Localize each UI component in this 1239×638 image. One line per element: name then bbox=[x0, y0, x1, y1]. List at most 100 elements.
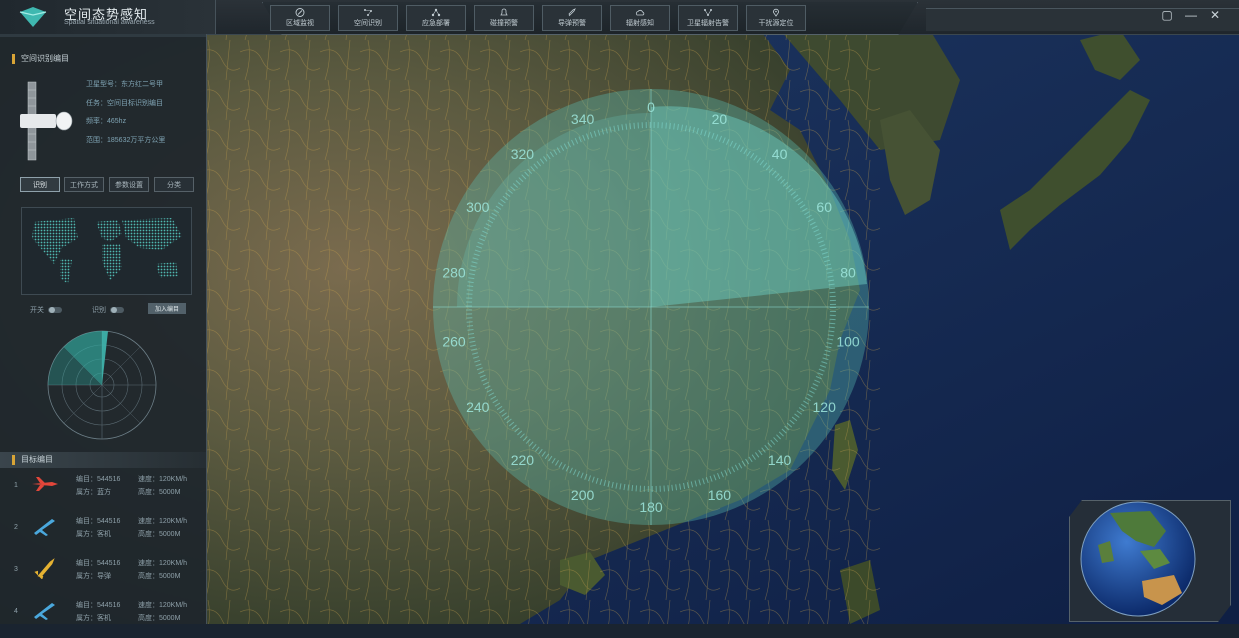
nav-button-label: 区域监视 bbox=[286, 20, 314, 27]
radar-bearing-label: 280 bbox=[442, 264, 466, 280]
target-owner: 属方：导弹 bbox=[76, 573, 111, 580]
sat-info-range: 范围：185632万平方公里 bbox=[86, 137, 166, 144]
radar-bearing-label: 120 bbox=[813, 399, 837, 415]
nav-button-label: 应急部署 bbox=[422, 20, 450, 27]
satellite-panel-title: 空间识别编目 bbox=[12, 54, 69, 64]
logo-block: 空间态势感知 Spatial situational awareness bbox=[0, 0, 216, 34]
nav-button-label: 空间识别 bbox=[354, 20, 382, 27]
mini-radar-scope bbox=[47, 330, 157, 440]
cloud-icon bbox=[635, 9, 645, 16]
compass-icon bbox=[295, 8, 305, 17]
target-height: 高度：5000M bbox=[138, 489, 181, 496]
nav-button-label: 辐射感知 bbox=[626, 20, 654, 27]
rocket-icon bbox=[568, 8, 576, 17]
tab-identify[interactable]: 识别 bbox=[20, 177, 60, 192]
globe-minimap[interactable] bbox=[1069, 500, 1231, 622]
target-index: 4 bbox=[14, 608, 18, 615]
network-icon bbox=[431, 8, 441, 17]
radar-bearing-label: 200 bbox=[571, 487, 595, 503]
close-button[interactable]: ✕ bbox=[1209, 8, 1221, 22]
bell-icon bbox=[500, 8, 508, 16]
minimize-button[interactable]: — bbox=[1185, 8, 1197, 22]
target-index: 3 bbox=[14, 566, 18, 573]
radar-bearing-label: 220 bbox=[511, 452, 535, 468]
airplane-icon bbox=[34, 519, 55, 536]
satellite-image bbox=[20, 81, 73, 161]
target-row[interactable]: 3 编目：544516 速度：120KM/h 属方：导弹 高度：5000M bbox=[0, 556, 206, 596]
radar-bearing-label: 60 bbox=[816, 199, 832, 215]
target-height: 高度：5000M bbox=[138, 615, 181, 622]
nav-button-label: 碰撞预警 bbox=[490, 20, 518, 27]
top-bar: 空间态势感知 Spatial situational awareness 区域监… bbox=[0, 0, 1239, 35]
target-speed: 速度：120KM/h bbox=[138, 476, 188, 483]
target-owner: 属方：蓝方 bbox=[76, 489, 111, 496]
nav-button-7[interactable]: 卫星辐射告警 bbox=[678, 5, 738, 31]
radar-bearing-label: 20 bbox=[712, 111, 728, 127]
power-toggle[interactable]: 开关 bbox=[30, 305, 62, 315]
nav-button-5[interactable]: 导弹预警 bbox=[542, 5, 602, 31]
nav-button-8[interactable]: 干扰源定位 bbox=[746, 5, 806, 31]
left-panel: 空间识别编目 卫星型号：东方红二号甲 任务：空间目标识别编目 频率：465hz … bbox=[0, 34, 207, 624]
graph-icon bbox=[704, 9, 712, 16]
tab-parameters[interactable]: 参数设置 bbox=[109, 177, 149, 192]
sat-info-frequency: 频率：465hz bbox=[86, 118, 127, 125]
target-index: 1 bbox=[14, 482, 18, 489]
radar-bearing-label: 0 bbox=[647, 99, 655, 115]
target-row[interactable]: 1 编目：544516 速度：120KM/h 属方：蓝方 高度：5000M bbox=[0, 472, 206, 512]
nav-button-1[interactable]: 区域监视 bbox=[270, 5, 330, 31]
target-height: 高度：5000M bbox=[138, 573, 181, 580]
target-index: 2 bbox=[14, 524, 18, 531]
panel-divider bbox=[0, 34, 206, 37]
radar-bearing-label: 260 bbox=[442, 334, 466, 350]
radar-bearing-label: 340 bbox=[571, 111, 595, 127]
add-to-catalog-button[interactable]: 加入编目 bbox=[148, 303, 186, 314]
target-list-title: 目标编目 bbox=[12, 455, 53, 465]
target-owner: 属方：客机 bbox=[76, 615, 111, 622]
target-id: 编目：544516 bbox=[76, 602, 121, 609]
radar-bearing-label: 80 bbox=[840, 264, 856, 280]
target-owner: 属方：客机 bbox=[76, 531, 111, 538]
target-height: 高度：5000M bbox=[138, 531, 181, 538]
app-subtitle: Spatial situational awareness bbox=[64, 19, 155, 26]
window-controls bbox=[926, 8, 1239, 31]
radar-overlay: 340 0 20 40 60 80 100 120 140 160 180 200 220 240 260 2… bbox=[433, 89, 869, 525]
radar-bearing-label: 100 bbox=[836, 334, 860, 350]
radar-bearing-label: 40 bbox=[772, 146, 788, 162]
radar-bearing-label: 320 bbox=[511, 146, 535, 162]
restore-button[interactable]: ▢ bbox=[1161, 8, 1173, 22]
radar-bearing-label: 300 bbox=[466, 199, 490, 215]
identify-toggle[interactable]: 识别 bbox=[92, 305, 124, 315]
radar-bearing-label: 160 bbox=[708, 487, 732, 503]
nav-button-2[interactable]: 空间识别 bbox=[338, 5, 398, 31]
target-row[interactable]: 2 编目：544516 速度：120KM/h 属方：客机 高度：5000M bbox=[0, 514, 206, 554]
target-id: 编目：544516 bbox=[76, 518, 121, 525]
target-speed: 速度：120KM/h bbox=[138, 560, 188, 567]
nav-button-label: 卫星辐射告警 bbox=[687, 20, 729, 27]
target-row[interactable]: 4 编目：544516 速度：120KM/h 属方：客机 高度：5000M bbox=[0, 598, 206, 638]
nav-button-3[interactable]: 应急部署 bbox=[406, 5, 466, 31]
app-title: 空间态势感知 bbox=[64, 7, 149, 22]
nav-button-label: 干扰源定位 bbox=[758, 20, 794, 27]
target-id: 编目：544516 bbox=[76, 476, 121, 483]
nav-button-6[interactable]: 辐射感知 bbox=[610, 5, 670, 31]
constellation-icon bbox=[364, 9, 372, 16]
satellite-map[interactable]: 340 0 20 40 60 80 100 120 140 160 180 200 220 240 260 2… bbox=[0, 0, 1239, 624]
rocket-icon bbox=[34, 558, 55, 579]
nav-button-label: 导弹预警 bbox=[558, 20, 586, 27]
sat-info-model: 卫星型号：东方红二号甲 bbox=[86, 81, 163, 88]
location-pin-icon bbox=[773, 8, 779, 17]
fighter-jet-icon bbox=[32, 477, 58, 491]
tab-work-mode[interactable]: 工作方式 bbox=[64, 177, 104, 192]
target-list-header bbox=[0, 452, 206, 468]
logo-icon bbox=[19, 7, 47, 27]
radar-bearing-label: 240 bbox=[466, 399, 490, 415]
nav-button-4[interactable]: 碰撞预警 bbox=[474, 5, 534, 31]
target-speed: 速度：120KM/h bbox=[138, 602, 188, 609]
target-id: 编目：544516 bbox=[76, 560, 121, 567]
tab-classify[interactable]: 分类 bbox=[154, 177, 194, 192]
radar-bearing-label: 180 bbox=[639, 499, 663, 515]
radar-bearing-label: 140 bbox=[768, 452, 792, 468]
world-map-thumbnail[interactable] bbox=[21, 207, 192, 295]
target-speed: 速度：120KM/h bbox=[138, 518, 188, 525]
airplane-icon bbox=[34, 603, 55, 620]
